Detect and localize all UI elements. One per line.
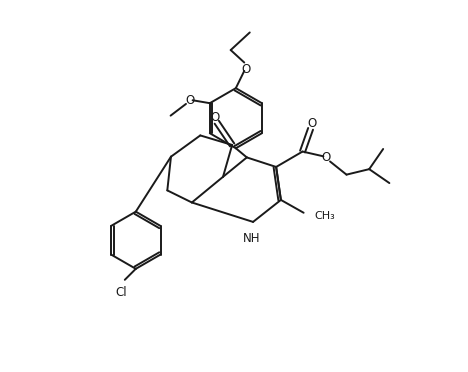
Text: NH: NH — [242, 232, 260, 245]
Text: O: O — [307, 117, 317, 130]
Text: O: O — [210, 110, 219, 124]
Text: CH₃: CH₃ — [314, 211, 335, 221]
Text: O: O — [185, 94, 194, 107]
Text: O: O — [322, 151, 331, 164]
Text: O: O — [241, 62, 251, 76]
Text: Cl: Cl — [115, 286, 127, 299]
